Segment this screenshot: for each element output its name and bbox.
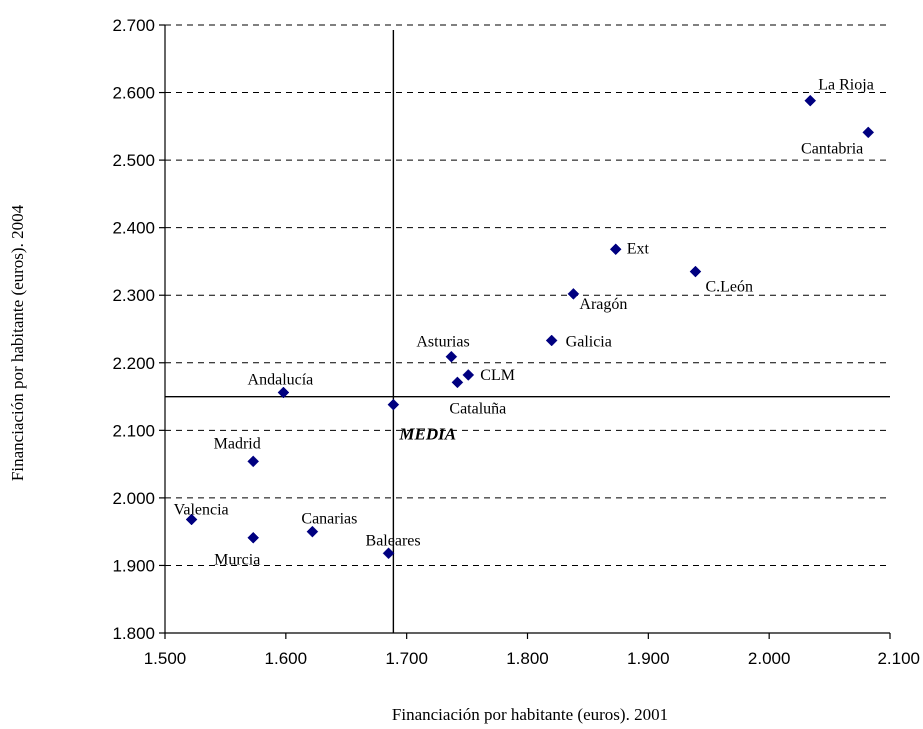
data-point-label: Valencia <box>174 502 229 519</box>
gridlines <box>165 24 890 566</box>
data-point-marker <box>247 455 260 468</box>
y-tick-label: 1.900 <box>112 556 155 575</box>
x-tick-label: 2.000 <box>748 649 791 668</box>
data-point-label: La Rioja <box>818 77 874 94</box>
data-point-marker <box>247 531 260 544</box>
y-tick-label: 2.400 <box>112 219 155 238</box>
data-point-marker <box>451 376 464 389</box>
data-point-marker <box>689 265 702 278</box>
data-point-label: Cataluña <box>449 400 506 417</box>
y-tick-label: 2.100 <box>112 421 155 440</box>
data-point-marker <box>185 513 198 526</box>
axes: 1.800 1.900 2.000 2.100 2.200 2.300 2.400 2.500… <box>112 16 920 668</box>
mean-point-marker <box>387 398 400 411</box>
y-tick-label: 2.700 <box>112 16 155 35</box>
data-point-label: Asturias <box>416 334 469 351</box>
x-tick-label: 1.600 <box>265 649 308 668</box>
mean-lines <box>165 30 890 633</box>
data-point-label: Galicia <box>566 333 612 350</box>
data-point-marker <box>545 334 558 347</box>
data-point-label: Madrid <box>214 435 261 452</box>
data-point-marker <box>462 369 475 381</box>
y-axis-title: Financiación por habitante (euros). 2004 <box>8 204 27 481</box>
x-tick-label: 1.700 <box>385 649 428 668</box>
data-points <box>185 94 875 560</box>
data-point-marker <box>804 94 817 107</box>
data-point-label: Murcia <box>214 552 260 569</box>
data-point-marker <box>609 243 622 256</box>
data-point-label: C.León <box>705 279 753 296</box>
y-tick-label: 2.300 <box>112 286 155 305</box>
data-point-marker <box>445 350 458 363</box>
x-tick-label: 1.800 <box>506 649 549 668</box>
data-point-label: Canarias <box>301 511 357 528</box>
x-tick-label: 1.900 <box>627 649 670 668</box>
data-point-marker <box>277 386 290 399</box>
data-point-label: Aragón <box>579 296 627 313</box>
data-point-marker <box>862 126 875 139</box>
data-point-label: Andalucía <box>248 372 314 389</box>
data-point-label: CLM <box>480 367 515 384</box>
y-tick-label: 2.500 <box>112 151 155 170</box>
data-point-label: Baleares <box>366 532 421 549</box>
x-tick-label: 2.100 <box>877 649 920 668</box>
x-axis-title: Financiación por habitante (euros). 2001 <box>392 705 668 724</box>
mean-label: MEDIA <box>398 425 456 444</box>
y-tick-label: 2.200 <box>112 354 155 373</box>
y-tick-label: 2.000 <box>112 489 155 508</box>
data-point-marker <box>567 288 580 300</box>
data-point-label: Ext <box>627 240 650 257</box>
y-tick-label: 2.600 <box>112 84 155 103</box>
x-tick-label: 1.500 <box>144 649 187 668</box>
point-labels: La Rioja Cantabria Ext C.León Aragón Galicia A… <box>174 77 874 569</box>
data-point-label: Cantabria <box>801 140 863 157</box>
data-point-marker <box>306 525 319 538</box>
y-tick-label: 1.800 <box>112 624 155 643</box>
data-point-marker <box>382 547 395 560</box>
